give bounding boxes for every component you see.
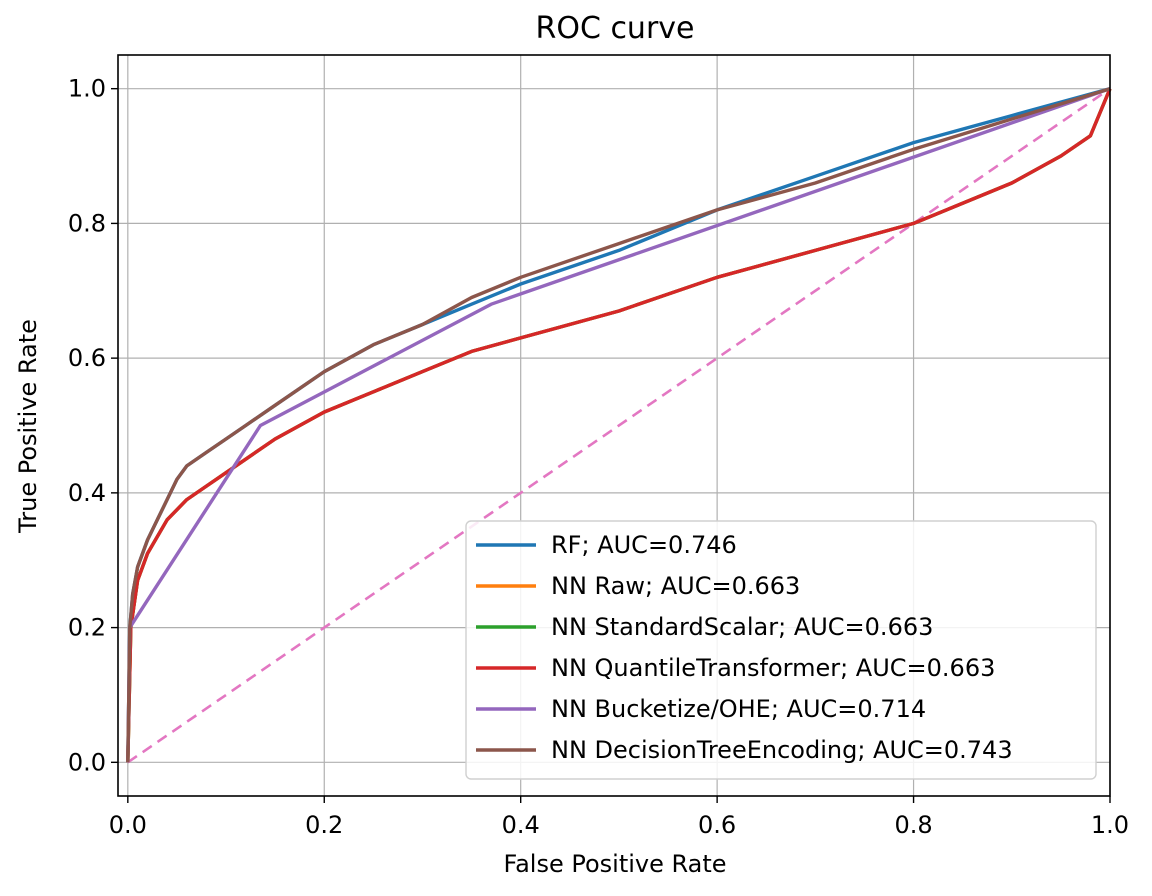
legend-label-3: NN QuantileTransformer; AUC=0.663 bbox=[551, 654, 995, 682]
legend-box bbox=[465, 520, 1097, 780]
y-tick-label: 0.4 bbox=[68, 479, 106, 507]
series-group bbox=[126, 87, 1112, 763]
legend-label-5: NN DecisionTreeEncoding; AUC=0.743 bbox=[551, 736, 1013, 764]
x-axis-label: False Positive Rate bbox=[503, 850, 726, 878]
y-tick-label: 0.0 bbox=[68, 748, 106, 776]
x-tick-label: 0.0 bbox=[109, 811, 147, 839]
x-tick-label: 0.2 bbox=[305, 811, 343, 839]
legend-label-2: NN StandardScalar; AUC=0.663 bbox=[551, 613, 933, 641]
legend: RF; AUC=0.746 NN Raw; AUC=0.663 NN Standar… bbox=[465, 520, 1097, 780]
reference-diagonal-line bbox=[127, 87, 1111, 764]
x-tick-label: 0.4 bbox=[502, 811, 540, 839]
legend-label-0: RF; AUC=0.746 bbox=[551, 531, 737, 559]
y-tick-label: 0.6 bbox=[68, 344, 106, 372]
reference-diagonal-group bbox=[127, 87, 1111, 764]
y-tick-label: 0.2 bbox=[68, 614, 106, 642]
x-tick-label: 0.8 bbox=[894, 811, 932, 839]
plot-frame bbox=[117, 54, 1111, 797]
series-line-5 bbox=[126, 87, 1111, 763]
y-tick-label: 1.0 bbox=[68, 75, 106, 103]
legend-label-1: NN Raw; AUC=0.663 bbox=[551, 572, 800, 600]
y-axis-label: True Positive Rate bbox=[14, 319, 42, 534]
chart-title: ROC curve bbox=[536, 11, 695, 46]
y-tick-label: 0.8 bbox=[68, 209, 106, 237]
series-line-3 bbox=[126, 88, 1112, 763]
legend-label-4: NN Bucketize/OHE; AUC=0.714 bbox=[551, 695, 926, 723]
axis-ticks: 0.0 0.2 0.4 0.6 0.8 1.0 0.0 0.2 0.4 0.6 0.8 1.0 bbox=[68, 75, 1129, 839]
x-tick-label: 1.0 bbox=[1091, 811, 1129, 839]
x-tick-label: 0.6 bbox=[698, 811, 736, 839]
